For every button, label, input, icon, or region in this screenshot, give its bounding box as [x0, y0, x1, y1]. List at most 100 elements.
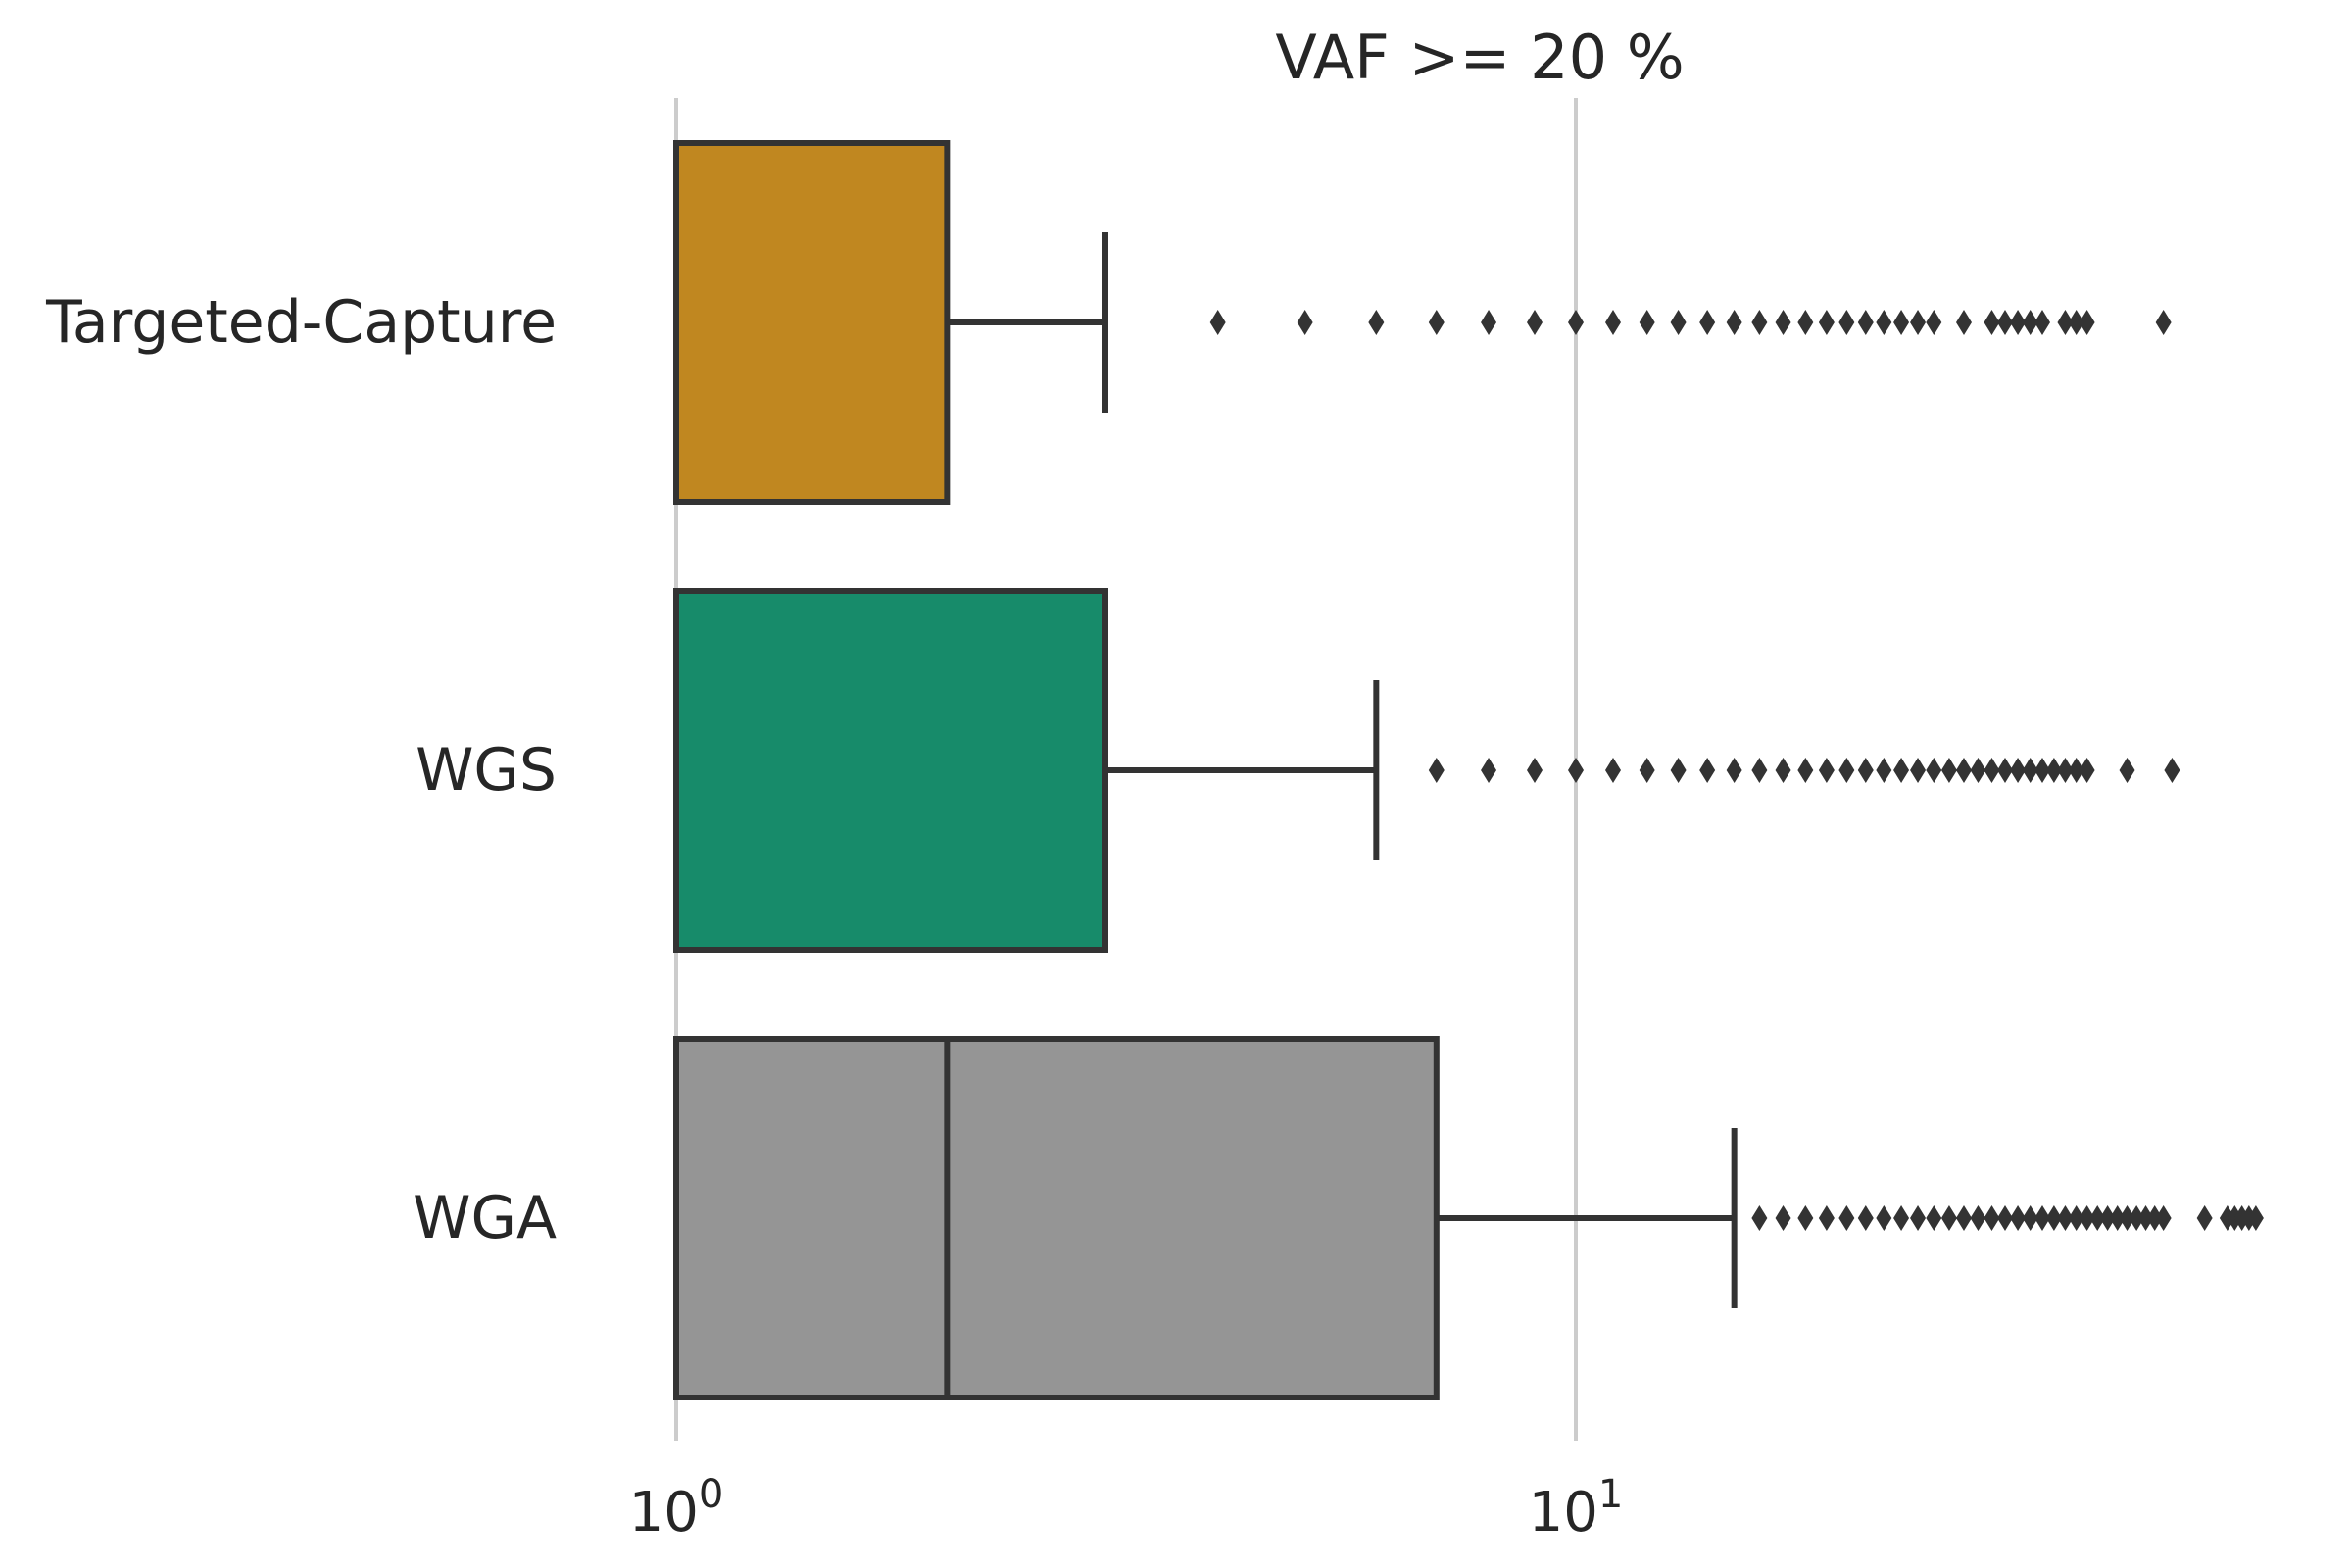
flier-point: [1893, 310, 1910, 335]
flier-point: [1428, 758, 1445, 783]
flier-point: [2196, 1205, 2213, 1231]
flier-point: [1876, 758, 1892, 783]
x-axis-ticks: 100 101: [629, 1472, 1624, 1544]
flier-point: [1699, 758, 1716, 783]
flier-point: [2146, 1205, 2163, 1231]
flier-point: [1775, 758, 1791, 783]
flier-point: [1726, 310, 1742, 335]
flier-point: [1857, 758, 1874, 783]
flier-point: [1568, 310, 1584, 335]
flier-point: [2034, 310, 2050, 335]
flier-point: [1670, 758, 1687, 783]
flier-point: [2079, 1205, 2095, 1231]
flier-point: [1955, 1205, 1972, 1231]
flier-point: [1209, 310, 1226, 335]
box-group-wgs: [673, 588, 2180, 953]
flier-point: [1970, 1205, 1986, 1231]
flier-point: [2057, 758, 2074, 783]
flier-point: [1797, 1205, 1814, 1231]
flier-point: [1910, 1205, 1927, 1231]
iqr-box: [673, 140, 951, 505]
flier-point: [1797, 310, 1814, 335]
flier-point: [1926, 758, 1942, 783]
flier-point: [2119, 1205, 2135, 1231]
flier-point: [1926, 1205, 1942, 1231]
flier-point: [1797, 758, 1814, 783]
flier-point: [1481, 310, 1497, 335]
x-tick-label-1: 101: [1529, 1472, 1624, 1544]
box-group-targeted-capture: [673, 140, 2172, 505]
category-label-1: WGS: [416, 736, 557, 805]
flier-point: [1940, 1205, 1957, 1231]
flier-point: [1838, 758, 1855, 783]
flier-point: [2109, 1205, 2126, 1231]
flier-point: [1818, 310, 1835, 335]
flier-point: [1726, 758, 1742, 783]
flier-point: [2247, 1205, 2264, 1231]
flier-point: [1818, 1205, 1835, 1231]
flier-point: [2155, 310, 2172, 335]
flier-point: [2068, 310, 2084, 335]
flier-point: [2129, 1205, 2145, 1231]
flier-point: [1838, 310, 1855, 335]
flier-point: [2034, 758, 2050, 783]
flier-point: [1526, 310, 1543, 335]
flier-point: [1639, 310, 1655, 335]
flier-point: [1984, 1205, 2000, 1231]
flier-point: [2022, 1205, 2038, 1231]
flier-point: [1428, 310, 1445, 335]
flier-point: [1996, 758, 2013, 783]
flier-point: [1838, 1205, 1855, 1231]
flier-point: [1775, 1205, 1791, 1231]
flier-point: [1996, 310, 2013, 335]
flier-point: [2010, 1205, 2027, 1231]
flier-point: [1568, 758, 1584, 783]
flier-point: [1481, 758, 1497, 783]
flier-point: [1970, 758, 1986, 783]
iqr-box: [673, 588, 1108, 953]
flier-point: [1940, 758, 1957, 783]
flier-point: [2045, 1205, 2062, 1231]
chart-title: VAF >= 20 %: [1275, 22, 1684, 93]
category-labels: Targeted-Capture WGS WGA: [45, 288, 557, 1252]
flier-point: [1996, 1205, 2013, 1231]
category-label-2: WGA: [413, 1184, 557, 1252]
flier-point: [1910, 758, 1927, 783]
category-label-0: Targeted-Capture: [45, 288, 557, 357]
flier-point: [1876, 310, 1892, 335]
flier-point: [1893, 758, 1910, 783]
flier-point: [2022, 758, 2038, 783]
flier-point: [2079, 310, 2095, 335]
flier-point: [2137, 1205, 2154, 1231]
flier-point: [1604, 758, 1621, 783]
flier-point: [1297, 310, 1313, 335]
box-group-wga: [673, 1036, 2264, 1400]
flier-point: [1857, 310, 1874, 335]
flier-point: [2155, 1205, 2172, 1231]
flier-point: [2034, 1205, 2050, 1231]
flier-point: [1910, 310, 1927, 335]
flier-point: [1751, 758, 1768, 783]
flier-point: [1775, 310, 1791, 335]
flier-point: [1926, 310, 1942, 335]
flier-point: [1955, 310, 1972, 335]
flier-point: [2068, 758, 2084, 783]
flier-point: [1893, 1205, 1910, 1231]
flier-point: [1818, 758, 1835, 783]
flier-point: [1751, 1205, 1768, 1231]
flier-point: [2010, 310, 2027, 335]
flier-point: [1639, 758, 1655, 783]
flier-point: [1857, 1205, 1874, 1231]
flier-point: [1699, 310, 1716, 335]
flier-point: [1526, 758, 1543, 783]
flier-point: [2164, 758, 2180, 783]
x-tick-label-0: 100: [629, 1472, 724, 1544]
flier-point: [2010, 758, 2027, 783]
flier-point: [1984, 758, 2000, 783]
box-layer: [673, 140, 2264, 1400]
flier-point: [2057, 310, 2074, 335]
flier-point: [1604, 310, 1621, 335]
flier-point: [2099, 1205, 2116, 1231]
flier-point: [2045, 758, 2062, 783]
